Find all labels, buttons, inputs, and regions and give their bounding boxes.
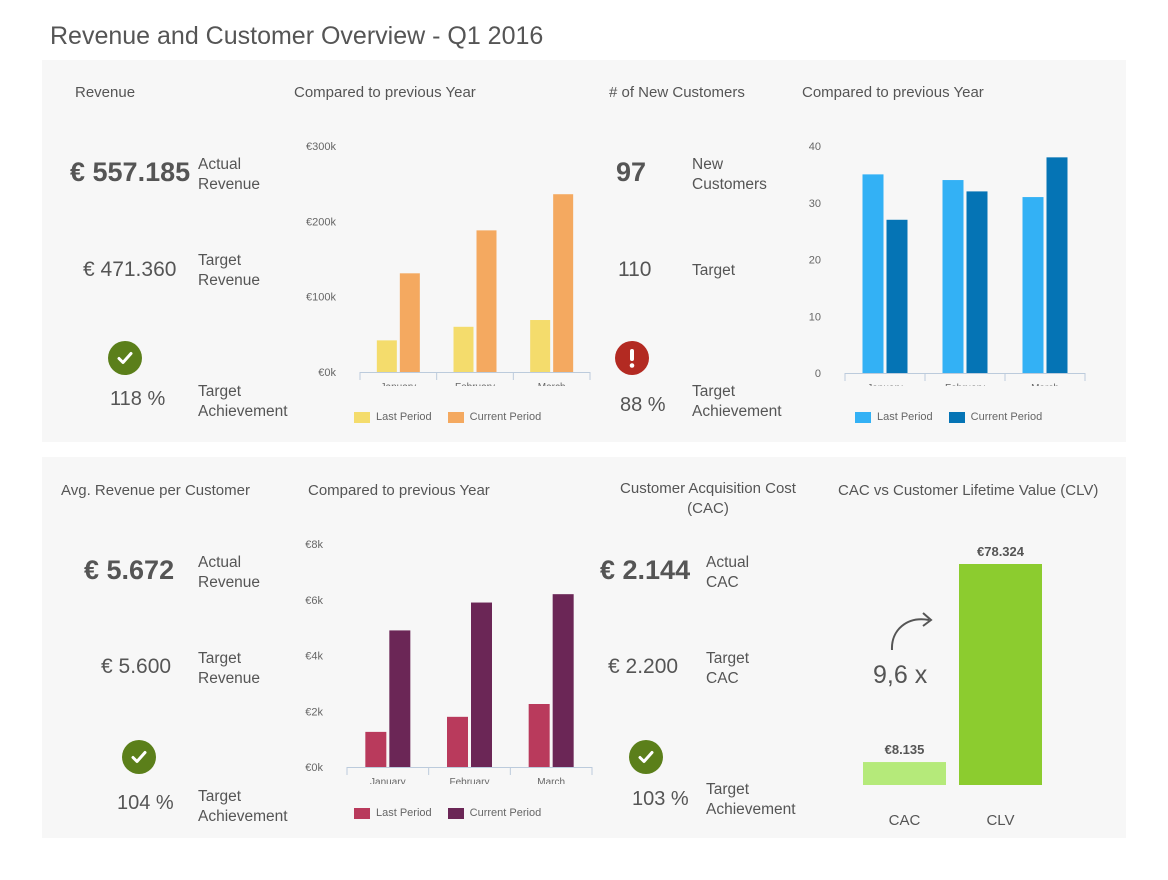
arpc-chart-heading: Compared to previous Year	[308, 482, 490, 499]
arpc-actual-value: € 5.672	[84, 555, 175, 585]
x-category-label: CLV	[986, 812, 1014, 829]
bar-clv	[959, 564, 1042, 785]
cac-target-label: Target CAC	[706, 650, 750, 687]
bar-last-period-march	[1022, 197, 1044, 373]
bar-current-period-february	[966, 191, 988, 373]
bar-value-label: €8.135	[885, 742, 925, 757]
page-title: Revenue and Customer Overview - Q1 2016	[50, 22, 544, 50]
bar-current-period-january	[886, 219, 908, 373]
cac-actual-label: Actual CAC	[706, 554, 750, 591]
legend-item-current-period: Current Period	[447, 411, 541, 423]
x-tick-label: March	[538, 382, 566, 386]
bar-last-period-february	[942, 180, 964, 373]
bar-last-period-february	[447, 716, 468, 767]
bar-current-period-february	[476, 230, 497, 372]
customers-achievement-label: Target Achievement	[692, 383, 782, 420]
y-tick-label: 10	[809, 311, 821, 323]
arpc-target-label: Target Revenue	[198, 650, 261, 687]
legend-item-last-period: Last Period	[855, 411, 933, 423]
revenue-heading: Revenue	[75, 84, 136, 101]
x-tick-label: January	[370, 777, 406, 784]
revenue-bar-chart: €0k €100k €200k €300k January February March	[306, 141, 591, 386]
arpc-target-value: € 5.600	[101, 655, 172, 678]
bar-current-period-january	[389, 630, 411, 767]
y-tick-label: 20	[809, 255, 821, 267]
revenue-target-value: € 471.360	[83, 258, 177, 281]
legend-item-last-period: Last Period	[354, 807, 432, 819]
check-circle-icon	[108, 341, 142, 375]
x-tick-label: February	[449, 777, 489, 784]
customers-chart-heading: Compared to previous Year	[802, 84, 984, 101]
bar-value-label: €78.324	[977, 544, 1025, 559]
legend-item-last-period: Last Period	[354, 411, 432, 423]
revenue-actual-label: Actual Revenue	[198, 156, 261, 193]
x-category-label: CAC	[889, 812, 921, 829]
arpc-actual-label: Actual Revenue	[198, 554, 261, 591]
check-circle-icon	[122, 740, 156, 774]
arpc-achievement: 104 %	[117, 792, 174, 814]
bar-current-period-march	[553, 194, 574, 372]
customers-legend: Last Period Current Period	[855, 411, 1042, 423]
revenue-actual-value: € 557.185	[70, 157, 191, 187]
x-tick-label: March	[1031, 383, 1059, 386]
arpc-achievement-label: Target Achievement	[198, 788, 288, 825]
legend-item-current-period: Current Period	[948, 411, 1042, 423]
x-tick-label: January	[381, 382, 417, 386]
x-tick-label: February	[945, 383, 985, 386]
arpc-legend: Last Period Current Period	[354, 807, 541, 819]
revenue-achievement: 118 %	[110, 388, 166, 410]
bar-last-period-february	[453, 326, 474, 372]
cac-achievement-label: Target Achievement	[706, 781, 796, 818]
y-tick-label: 0	[815, 368, 821, 380]
customers-actual-label: New Customers	[692, 156, 767, 193]
check-circle-icon	[629, 740, 663, 774]
revenue-legend: Last Period Current Period	[354, 411, 541, 423]
curved-arrow-icon	[890, 612, 933, 651]
revenue-target-label: Target Revenue	[198, 252, 261, 289]
bar-last-period-january	[376, 340, 397, 372]
cac-achievement: 103 %	[632, 788, 689, 810]
y-tick-label: €0k	[318, 367, 336, 379]
bar-current-period-march	[1046, 157, 1068, 373]
clv-chart-title: CAC vs Customer Lifetime Value (CLV)	[838, 482, 1099, 499]
bar-last-period-january	[365, 731, 387, 767]
x-tick-label: March	[537, 777, 565, 784]
bar-last-period-march	[530, 320, 551, 372]
bar-last-period-january	[862, 174, 884, 373]
cac-actual-value: € 2.144	[600, 555, 691, 585]
clv-ratio-annotation: 9,6 x	[873, 661, 928, 689]
y-tick-label: €300k	[306, 141, 336, 153]
y-tick-label: €4k	[305, 651, 323, 663]
revenue-chart-heading: Compared to previous Year	[294, 84, 476, 101]
x-tick-label: January	[867, 383, 903, 386]
customers-bar-chart: 0 10 20 30 40 January February March	[809, 141, 1086, 386]
cac-vs-clv-chart: €8.135 CAC €78.324 CLV	[863, 544, 1042, 829]
y-tick-label: €100k	[306, 292, 336, 304]
y-tick-label: €8k	[305, 539, 323, 551]
revenue-achievement-label: Target Achievement	[198, 383, 288, 420]
bar-current-period-february	[471, 602, 492, 767]
legend-item-current-period: Current Period	[447, 807, 541, 819]
x-tick-label: February	[455, 382, 495, 386]
y-tick-label: €200k	[306, 216, 336, 228]
y-tick-label: €2k	[305, 706, 323, 718]
y-tick-label: €0k	[305, 762, 323, 774]
bar-cac	[863, 762, 946, 785]
arpc-heading: Avg. Revenue per Customer	[61, 482, 250, 499]
y-tick-label: €6k	[305, 595, 323, 607]
y-tick-label: 40	[809, 141, 821, 153]
customers-achievement: 88 %	[620, 394, 666, 416]
customers-heading: # of New Customers	[609, 84, 745, 101]
customers-target-label: Target	[692, 262, 736, 279]
arpc-bar-chart: €0k €2k €4k €6k €8k January February March	[305, 539, 593, 784]
bar-current-period-march	[552, 594, 574, 767]
y-tick-label: 30	[809, 198, 821, 210]
cac-target-value: € 2.200	[608, 655, 679, 678]
customers-target-value: 110	[618, 258, 652, 281]
bar-last-period-march	[528, 704, 550, 767]
customers-actual-value: 97	[616, 157, 647, 187]
exclamation-circle-icon	[615, 341, 649, 375]
cac-heading: Customer Acquisition Cost (CAC)	[620, 480, 796, 517]
bar-current-period-january	[399, 273, 420, 372]
